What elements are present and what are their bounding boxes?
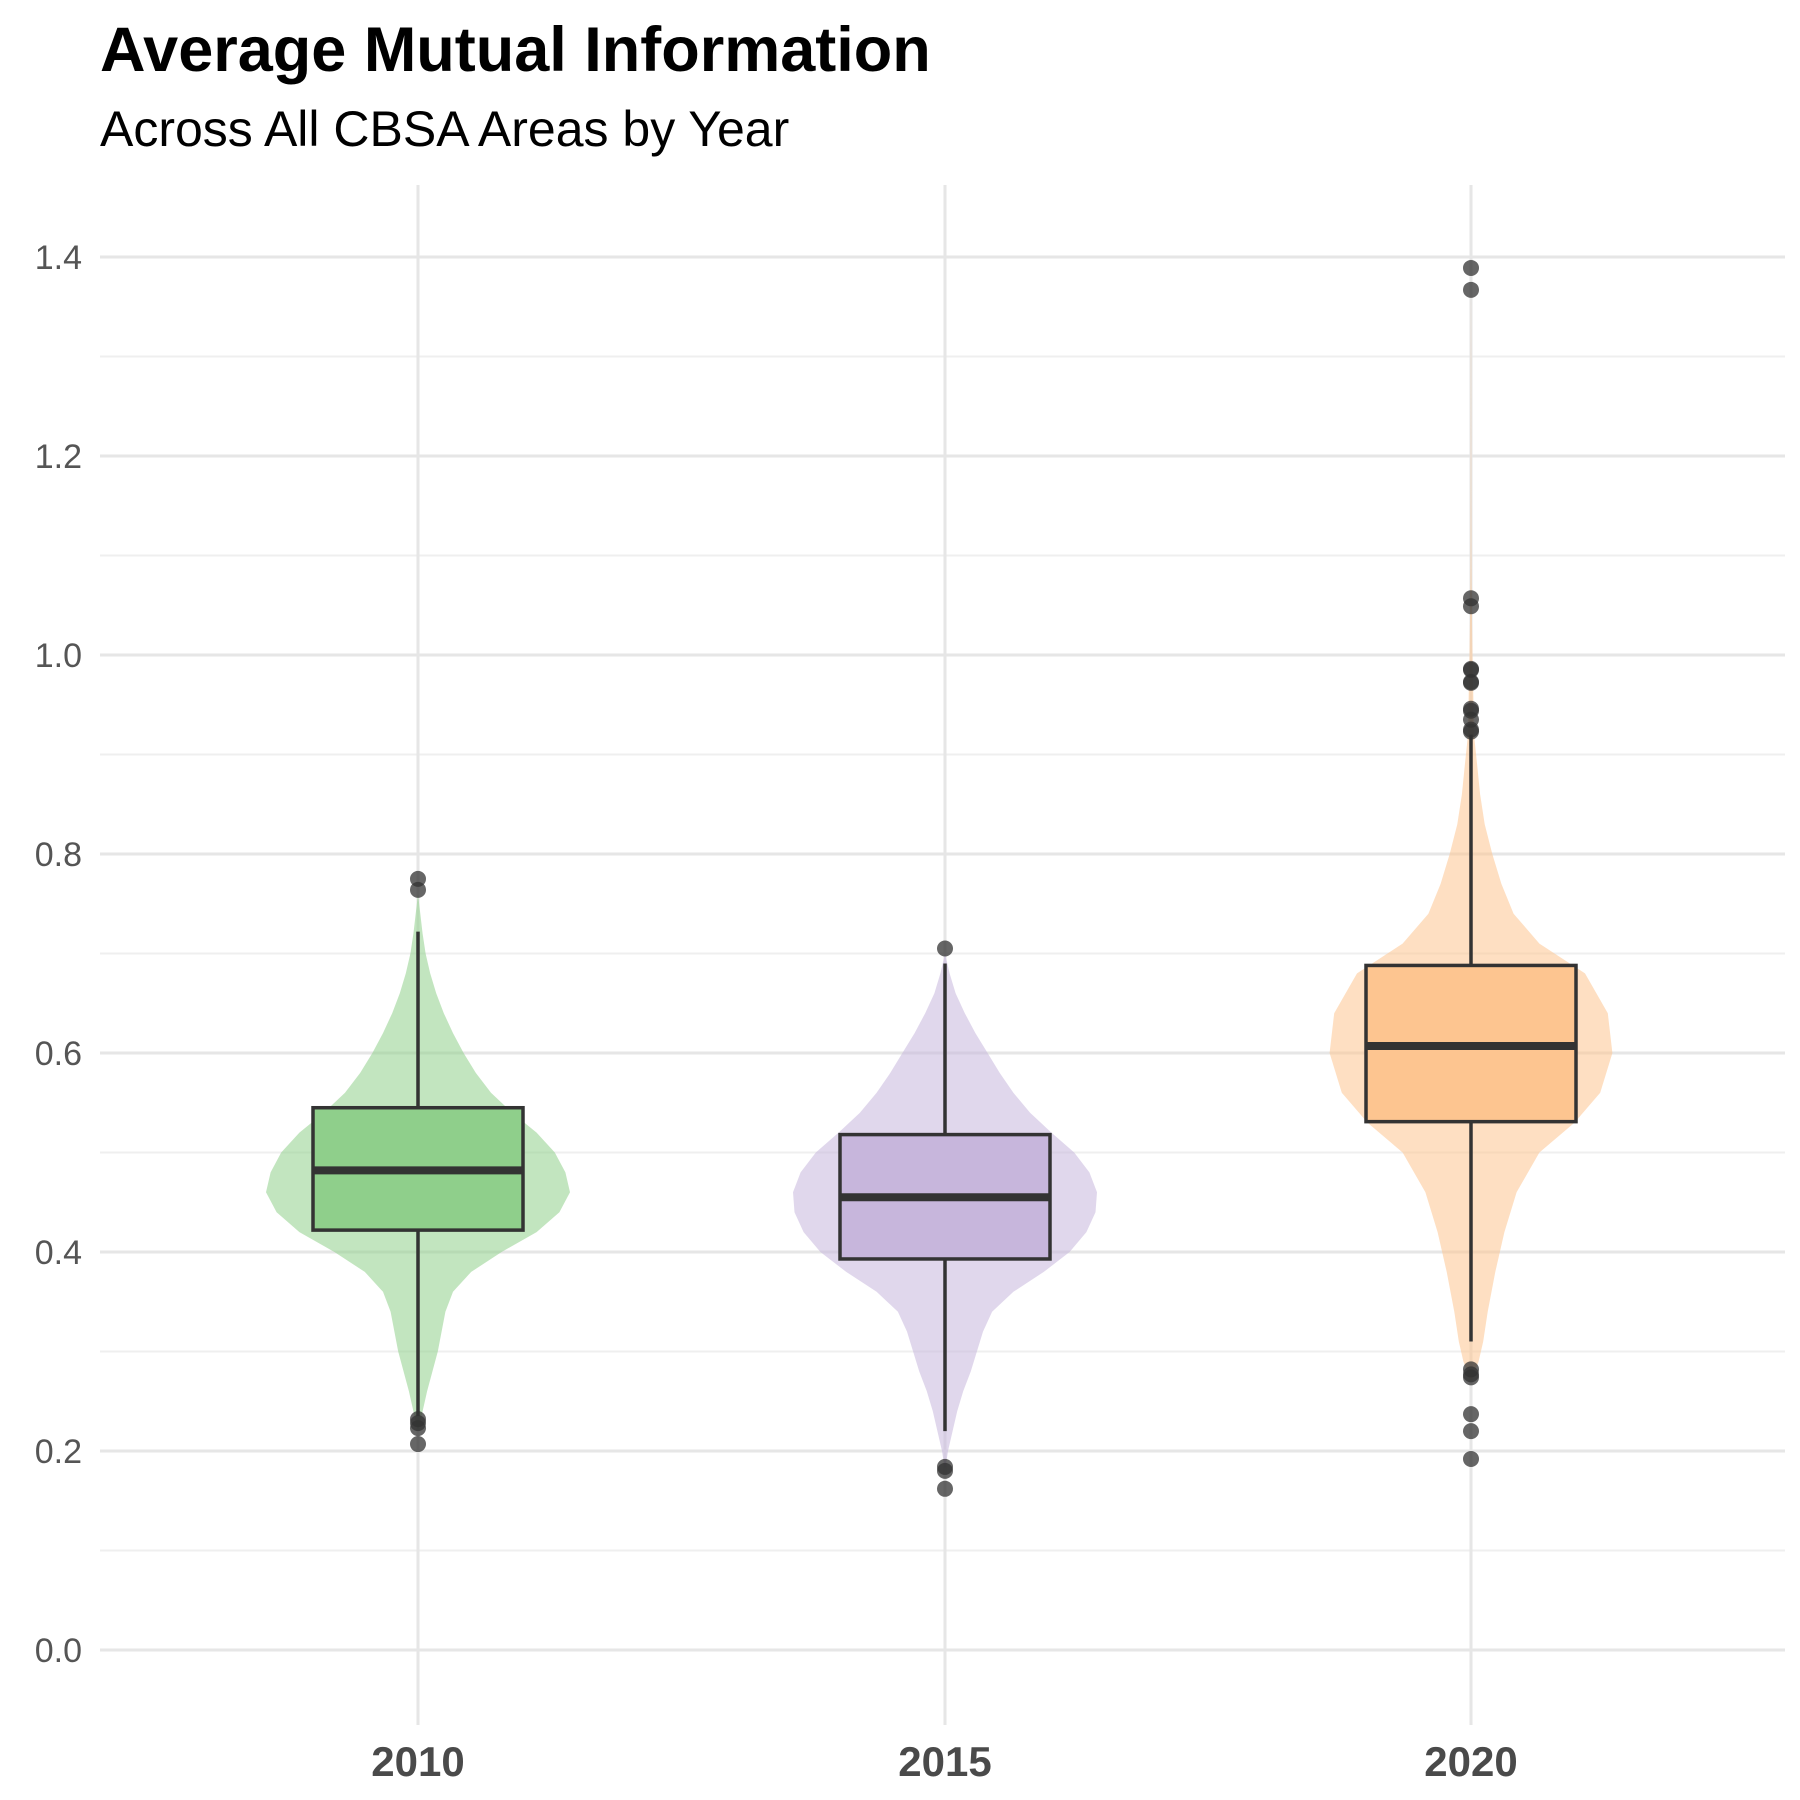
y-tick-label: 0.8 bbox=[35, 836, 82, 874]
outlier-point bbox=[1463, 598, 1479, 615]
outlier-point bbox=[1463, 1423, 1479, 1440]
y-axis: 0.0 0.2 0.4 0.6 0.8 1.0 1.2 1.4 bbox=[35, 239, 82, 1670]
x-tick-label: 2015 bbox=[898, 1738, 991, 1785]
x-tick-label: 2020 bbox=[1424, 1738, 1517, 1785]
y-tick-label: 0.4 bbox=[35, 1234, 82, 1272]
outlier-point bbox=[937, 1480, 953, 1497]
y-tick-label: 0.2 bbox=[35, 1433, 82, 1471]
outlier-point bbox=[1463, 281, 1479, 298]
outlier-point bbox=[1463, 259, 1479, 276]
outlier-point bbox=[937, 1462, 953, 1479]
chart-title: Average Mutual Information bbox=[100, 15, 931, 85]
outlier-point bbox=[1463, 723, 1479, 740]
outlier-point bbox=[1463, 1406, 1479, 1423]
chart-subtitle: Across All CBSA Areas by Year bbox=[100, 101, 790, 157]
outlier-point bbox=[410, 870, 426, 887]
outlier-point bbox=[937, 940, 953, 957]
x-tick-label: 2010 bbox=[371, 1738, 464, 1785]
x-axis: 2010 2015 2020 bbox=[371, 1738, 1517, 1785]
outlier-point bbox=[410, 1420, 426, 1437]
outlier-point bbox=[410, 1436, 426, 1453]
y-tick-label: 0.0 bbox=[35, 1632, 82, 1670]
outlier-point bbox=[1463, 1450, 1479, 1467]
boxplots bbox=[311, 734, 1578, 1432]
outlier-point bbox=[410, 881, 426, 898]
outlier-point bbox=[1463, 661, 1479, 678]
outlier-points bbox=[410, 259, 1479, 1497]
outlier-point bbox=[1463, 1369, 1479, 1386]
y-tick-label: 0.6 bbox=[35, 1035, 82, 1073]
y-tick-label: 1.4 bbox=[35, 239, 82, 277]
y-tick-label: 1.2 bbox=[35, 438, 82, 476]
y-tick-label: 1.0 bbox=[35, 637, 82, 675]
outlier-point bbox=[1463, 674, 1479, 691]
